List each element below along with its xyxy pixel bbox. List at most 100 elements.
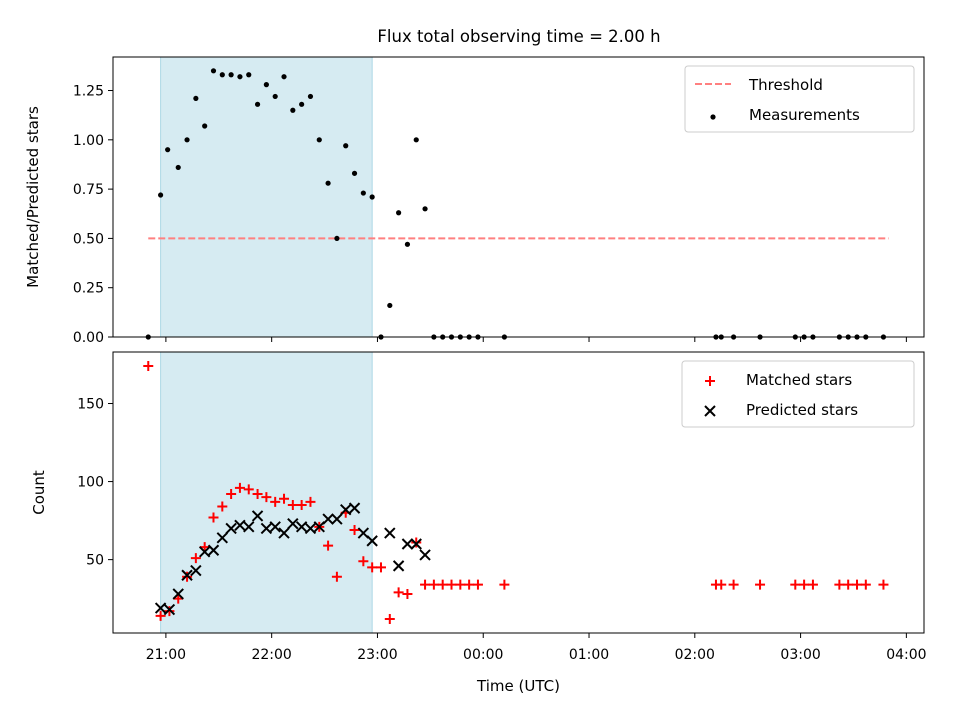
data-point <box>182 571 193 582</box>
data-point <box>360 190 366 196</box>
y-tick-label: 100 <box>77 475 104 491</box>
data-point <box>287 518 299 530</box>
data-point <box>384 613 395 624</box>
data-point <box>728 579 739 590</box>
data-point <box>217 501 228 512</box>
x-axis-label: Time (UTC) <box>476 677 560 695</box>
data-point <box>464 579 475 590</box>
data-point <box>420 579 431 590</box>
data-point <box>234 519 246 531</box>
data-point <box>237 74 243 80</box>
data-point <box>396 210 402 216</box>
data-point <box>404 241 411 247</box>
x-tick-label: 03:00 <box>780 647 820 663</box>
data-point <box>348 502 361 514</box>
data-point <box>419 549 431 561</box>
axes-frame <box>112 56 925 338</box>
data-point <box>246 72 252 78</box>
data-point <box>351 170 358 176</box>
data-point <box>278 527 290 539</box>
data-point <box>281 74 287 80</box>
data-point <box>296 499 307 510</box>
y-tick-label: 0.50 <box>73 231 104 247</box>
bottom-panel: 50 100 150 21:00 22:00 23:00 00:00 01:00 02:00 03… <box>30 351 927 695</box>
data-point <box>279 493 290 504</box>
data-point <box>331 571 342 582</box>
data-point <box>401 538 414 550</box>
data-point <box>143 361 154 372</box>
data-point <box>164 606 175 617</box>
data-point <box>243 484 254 495</box>
data-point <box>366 535 378 547</box>
data-point <box>428 579 439 590</box>
data-point <box>254 101 261 107</box>
data-point <box>834 579 845 590</box>
data-point <box>322 513 334 525</box>
data-point <box>392 560 405 572</box>
observing-span <box>160 56 373 338</box>
y-tick-label: 50 <box>86 553 104 569</box>
data-point <box>158 192 164 198</box>
series-predicted-stars <box>154 502 431 616</box>
data-point <box>251 510 264 522</box>
top-panel: 0.00 0.25 0.50 0.75 1.00 1.25 Matched/Predicte… <box>24 56 925 346</box>
data-point <box>202 123 208 129</box>
data-point <box>410 538 422 550</box>
x-tick-label: 01:00 <box>569 647 609 663</box>
data-point <box>190 553 201 564</box>
data-point <box>225 522 237 535</box>
x-tick-label: 21:00 <box>146 647 186 663</box>
x-tick-label: 23:00 <box>357 647 397 663</box>
x-tick-label: 02:00 <box>675 647 715 663</box>
legend-label: Predicted stars <box>746 401 858 419</box>
data-point <box>172 588 184 600</box>
data-point <box>175 164 181 171</box>
data-point <box>369 194 375 200</box>
data-point <box>499 579 510 590</box>
data-point <box>287 499 298 510</box>
data-point <box>852 579 863 590</box>
data-point <box>375 562 386 573</box>
data-point <box>290 107 296 113</box>
legend-label: Matched stars <box>746 371 852 389</box>
data-point <box>270 496 281 507</box>
legend-measurement-marker <box>710 114 716 120</box>
data-point <box>263 82 269 88</box>
data-point <box>184 137 190 143</box>
data-point <box>299 101 305 107</box>
data-point <box>358 556 369 567</box>
y-tick-label: 0.00 <box>73 330 104 346</box>
data-point <box>198 546 211 558</box>
data-point <box>216 532 229 544</box>
legend-label: Threshold <box>748 76 823 94</box>
y-tick-label: 150 <box>77 397 104 413</box>
data-point <box>181 569 193 581</box>
data-point <box>155 610 166 621</box>
legend: Threshold Measurements <box>684 65 915 133</box>
y-axis-label: Count <box>30 470 48 515</box>
data-point <box>437 579 448 590</box>
legend-label: Measurements <box>749 106 860 124</box>
data-point <box>323 540 334 551</box>
data-point <box>331 513 343 525</box>
data-point <box>340 503 352 516</box>
x-tick-label: 00:00 <box>463 647 503 663</box>
chart-title: Flux total observing time = 2.00 h <box>377 27 660 46</box>
series-measurements <box>145 68 887 340</box>
data-point <box>208 512 219 523</box>
data-point <box>384 527 396 539</box>
data-point <box>190 564 202 577</box>
data-point <box>295 521 308 533</box>
data-point <box>878 579 889 590</box>
data-point <box>860 579 871 590</box>
data-point <box>316 137 322 143</box>
data-point <box>260 522 273 535</box>
legend-predicted-marker <box>704 405 716 417</box>
data-point <box>455 579 466 590</box>
legend-box <box>684 65 915 133</box>
data-point <box>446 579 457 590</box>
data-point <box>755 579 766 590</box>
data-point <box>269 521 281 533</box>
x-tick-label: 04:00 <box>886 647 926 663</box>
